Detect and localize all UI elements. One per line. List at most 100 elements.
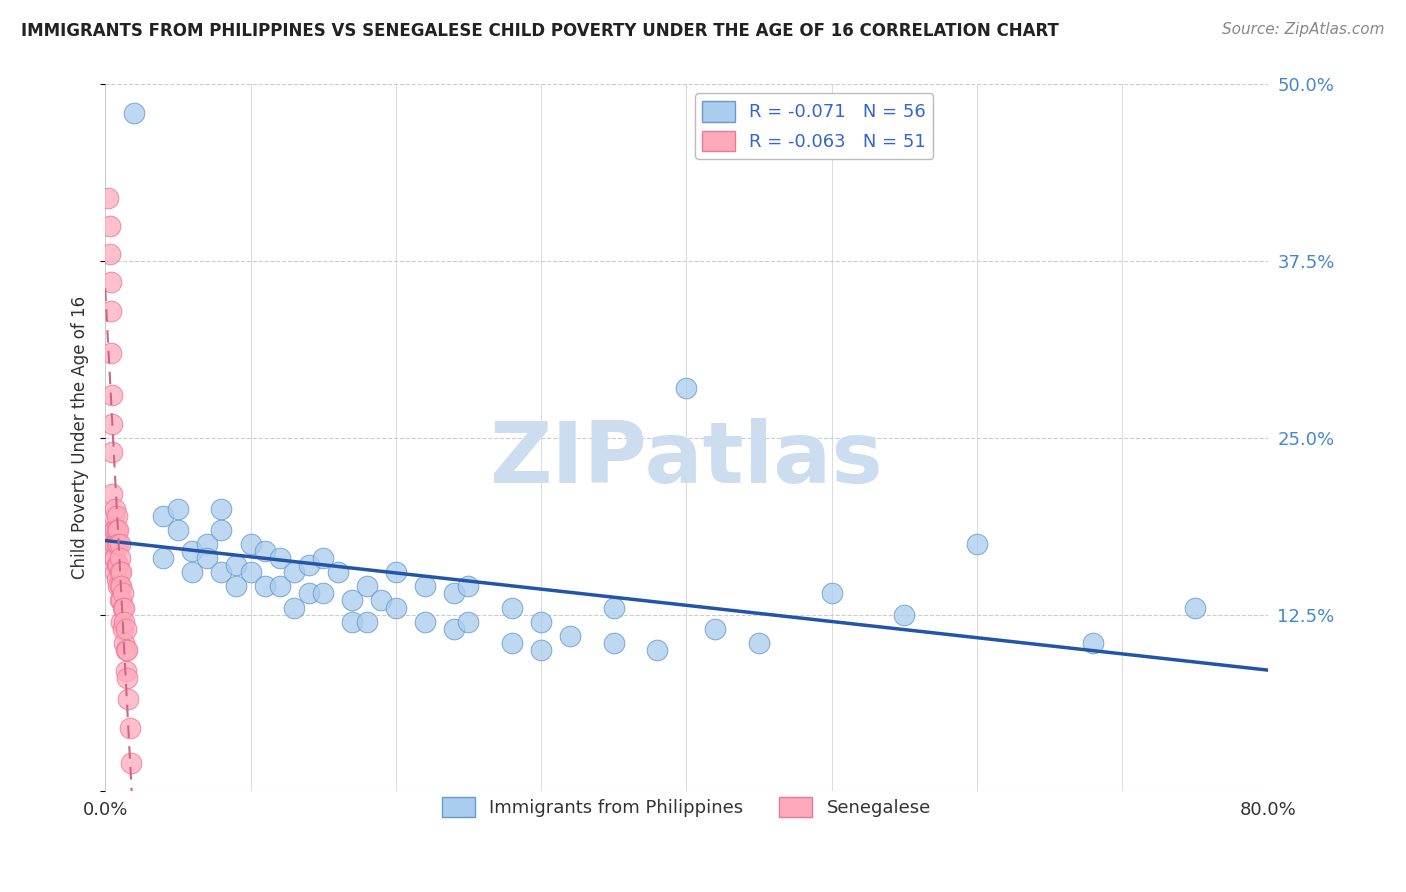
Y-axis label: Child Poverty Under the Age of 16: Child Poverty Under the Age of 16 [72, 296, 89, 580]
Point [283, 600, 305, 615]
Point [312, 586, 335, 600]
Point [107, 579, 129, 593]
Point [181, 544, 204, 558]
Point [114, 664, 136, 678]
Point [385, 565, 408, 579]
Point [110, 579, 132, 593]
Legend: Immigrants from Philippines, Senegalese: Immigrants from Philippines, Senegalese [434, 789, 938, 825]
Point [100, 346, 122, 360]
Point [254, 544, 277, 558]
Point [110, 565, 132, 579]
Point [107, 537, 129, 551]
Point [167, 523, 190, 537]
Point [501, 600, 523, 615]
Point [254, 579, 277, 593]
Point [105, 537, 128, 551]
Point [152, 508, 174, 523]
Point [117, 692, 139, 706]
Point [98, 219, 121, 233]
Point [530, 615, 553, 629]
Point [530, 643, 553, 657]
Point [647, 643, 669, 657]
Point [342, 593, 364, 607]
Point [167, 501, 190, 516]
Point [108, 551, 131, 566]
Text: ZIPatlas: ZIPatlas [489, 417, 883, 500]
Point [112, 615, 135, 629]
Point [101, 487, 124, 501]
Point [225, 579, 247, 593]
Point [111, 622, 134, 636]
Point [104, 551, 127, 566]
Point [124, 105, 146, 120]
Point [893, 607, 915, 622]
Point [107, 523, 129, 537]
Point [342, 615, 364, 629]
Point [312, 551, 335, 566]
Point [225, 558, 247, 573]
Point [966, 537, 988, 551]
Point [100, 303, 122, 318]
Point [100, 276, 122, 290]
Point [748, 636, 770, 650]
Point [821, 586, 844, 600]
Point [413, 615, 436, 629]
Point [211, 501, 233, 516]
Point [269, 551, 291, 566]
Point [108, 593, 131, 607]
Point [704, 622, 727, 636]
Point [112, 600, 135, 615]
Point [105, 508, 128, 523]
Point [457, 615, 479, 629]
Point [443, 586, 465, 600]
Point [98, 247, 121, 261]
Point [239, 565, 262, 579]
Point [239, 537, 262, 551]
Point [105, 572, 128, 586]
Point [356, 579, 378, 593]
Point [107, 558, 129, 573]
Point [370, 593, 392, 607]
Point [105, 558, 128, 573]
Point [269, 579, 291, 593]
Point [298, 586, 321, 600]
Point [443, 622, 465, 636]
Point [103, 537, 125, 551]
Point [101, 388, 124, 402]
Point [114, 643, 136, 657]
Point [195, 537, 218, 551]
Point [1184, 600, 1206, 615]
Point [114, 622, 136, 636]
Point [115, 671, 138, 685]
Point [104, 537, 127, 551]
Point [111, 586, 134, 600]
Point [501, 636, 523, 650]
Point [110, 615, 132, 629]
Point [603, 600, 626, 615]
Point [181, 565, 204, 579]
Point [101, 417, 124, 431]
Point [108, 537, 131, 551]
Point [385, 600, 408, 615]
Point [104, 523, 127, 537]
Point [97, 190, 120, 204]
Point [603, 636, 626, 650]
Point [103, 508, 125, 523]
Point [103, 551, 125, 566]
Point [120, 756, 142, 770]
Point [152, 551, 174, 566]
Point [326, 565, 349, 579]
Point [211, 523, 233, 537]
Point [112, 636, 135, 650]
Point [298, 558, 321, 573]
Point [115, 643, 138, 657]
Point [211, 565, 233, 579]
Point [108, 565, 131, 579]
Text: IMMIGRANTS FROM PHILIPPINES VS SENEGALESE CHILD POVERTY UNDER THE AGE OF 16 CORR: IMMIGRANTS FROM PHILIPPINES VS SENEGALES… [21, 22, 1059, 40]
Point [103, 523, 125, 537]
Point [104, 501, 127, 516]
Point [283, 565, 305, 579]
Point [118, 721, 141, 735]
Point [108, 579, 131, 593]
Point [105, 523, 128, 537]
